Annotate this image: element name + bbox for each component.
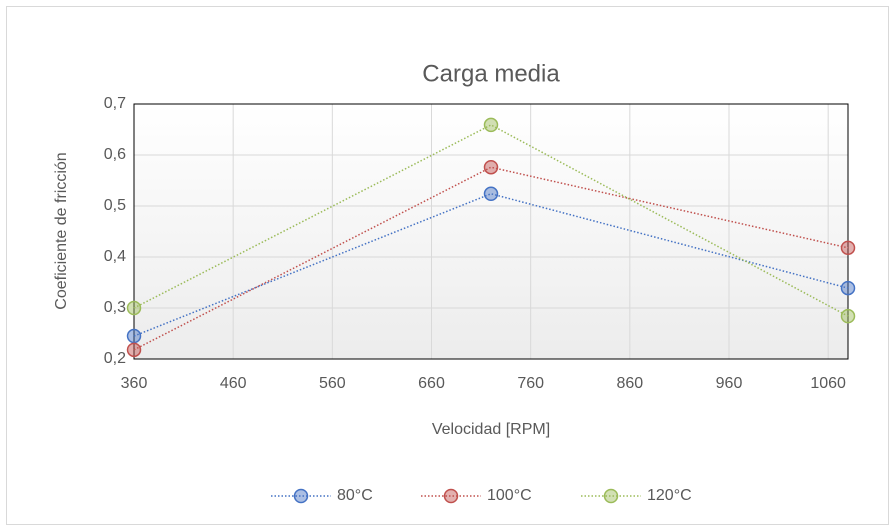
y-tick-label: 0,3 xyxy=(104,299,126,316)
x-tick-label: 360 xyxy=(121,375,148,392)
data-point xyxy=(840,308,856,324)
series-line xyxy=(133,192,849,337)
chart-title: Carga media xyxy=(422,60,560,87)
x-tick-label: 860 xyxy=(616,375,643,392)
y-tick-label: 0,7 xyxy=(104,95,126,112)
series-line xyxy=(133,124,849,317)
legend-label: 80°C xyxy=(337,487,373,504)
x-tick-label: 560 xyxy=(319,375,346,392)
x-tick-label: 660 xyxy=(418,375,445,392)
x-tick-label: 1060 xyxy=(810,375,846,392)
x-tick-label: 760 xyxy=(517,375,544,392)
y-tick-label: 0,2 xyxy=(104,350,126,367)
series-line xyxy=(133,166,849,351)
legend-label: 100°C xyxy=(487,487,532,504)
plot-area xyxy=(134,104,848,359)
data-point xyxy=(126,300,142,316)
y-axis-label: Coeficiente de fricción xyxy=(53,152,70,309)
y-tick-label: 0,4 xyxy=(104,248,126,265)
data-point xyxy=(126,342,142,358)
plot-frame xyxy=(133,103,849,360)
legend-marker xyxy=(603,488,619,504)
legend-label: 120°C xyxy=(647,487,692,504)
x-tick-label: 460 xyxy=(220,375,247,392)
data-point xyxy=(840,240,856,256)
legend-marker xyxy=(293,488,309,504)
data-point xyxy=(840,280,856,296)
data-point xyxy=(483,117,499,133)
y-tick-label: 0,5 xyxy=(104,197,126,214)
y-tick-label: 0,6 xyxy=(104,146,126,163)
x-tick-label: 960 xyxy=(716,375,743,392)
data-point xyxy=(483,186,499,202)
data-point xyxy=(126,328,142,344)
data-point xyxy=(483,159,499,175)
x-axis-label: Velocidad [RPM] xyxy=(432,421,550,438)
legend-marker xyxy=(443,488,459,504)
